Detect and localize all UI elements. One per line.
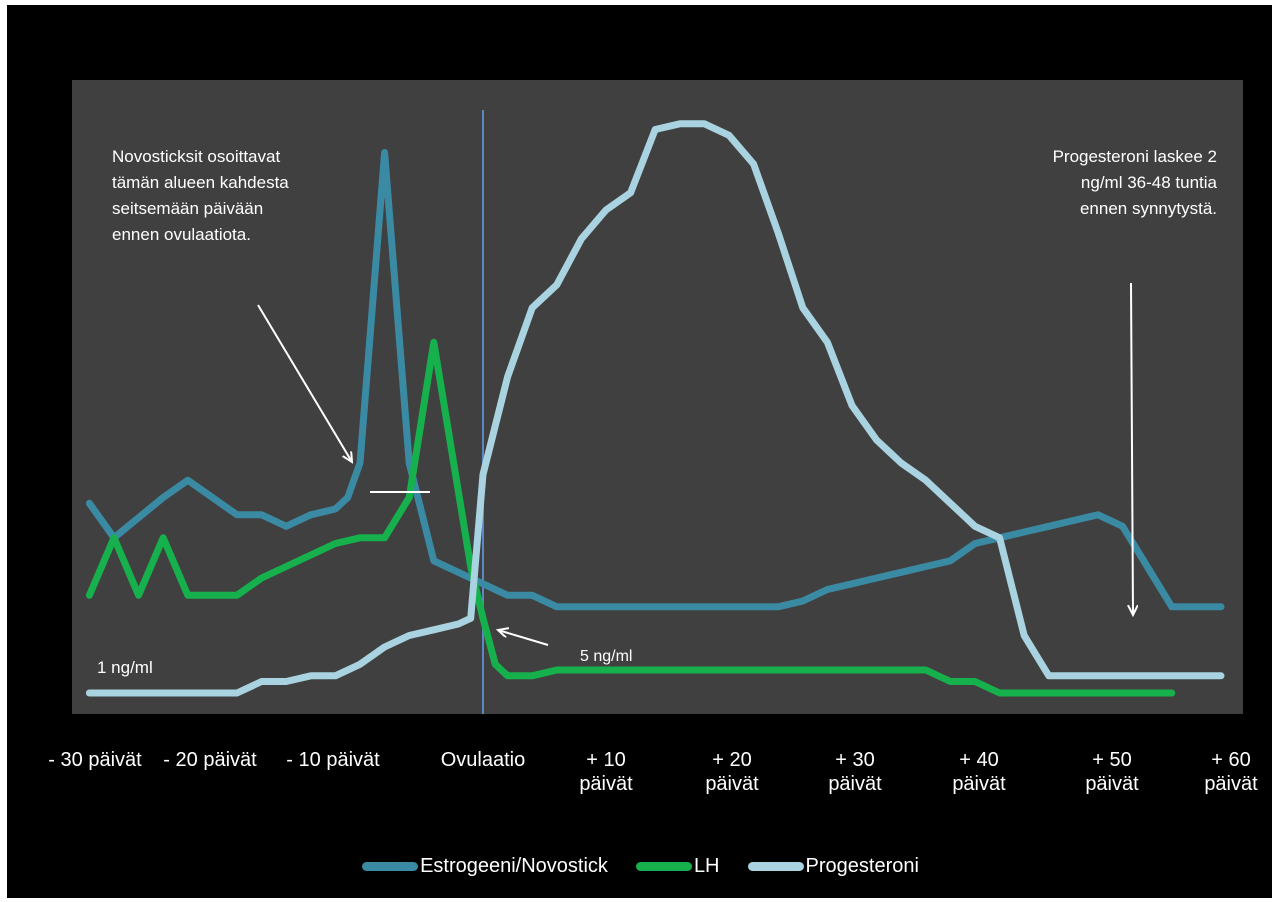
x-tick-line1: + 20 [712,749,752,771]
legend-item-lh: LH [635,855,720,878]
x-tick-label: + 10 päivät [526,748,686,796]
legend-item-estrogen: Estrogeeni/Novostick [362,855,608,878]
five-ng-arrow [498,630,549,646]
x-tick-line1: - 10 päivät [286,749,380,771]
x-tick-line2: päivät [828,773,882,795]
right-annotation-line: ng/ml 36-48 tuntia [1080,173,1217,192]
left-annotation-line: tämän alueen kahdesta [112,173,289,192]
legend-swatch-lh [635,862,692,871]
legend: Estrogeeni/Novostick LH Progesteroni [0,855,1281,878]
left-annotation-line: ennen ovulaatiota. [112,225,251,244]
x-tick-label: - 10 päivät [253,748,413,772]
x-tick-line1: + 60 [1211,749,1251,771]
left-annotation-line: seitsemään päivään [112,199,264,218]
progesterone-line [85,120,1225,697]
right-annotation-line: ennen synnytystä. [1079,199,1217,218]
left-annotation: Novosticksit osoittavat tämän alueen kah… [112,144,392,248]
one-ng-label: 1 ng/ml [97,658,153,677]
right-arrow [1131,282,1133,615]
left-arrow [257,304,352,462]
x-tick-line1: + 40 [959,749,999,771]
right-annotation-line: Progesteroni laskee 2 [1052,147,1217,166]
legend-label-lh: LH [693,855,720,877]
x-tick-line1: Ovulaatio [440,749,526,771]
x-tick-line1: - 20 päivät [163,749,257,771]
x-tick-label: - 20 päivät [130,748,290,772]
x-tick-line2: päivät [705,773,759,795]
x-tick-line2: päivät [1204,773,1258,795]
x-tick-label: - 30 päivät [15,748,175,772]
legend-label-estrogen: Estrogeeni/Novostick [420,855,608,877]
left-annotation-line: Novosticksit osoittavat [112,147,281,166]
x-tick-line2: päivät [1085,773,1139,795]
legend-item-progesterone: Progesteroni [747,855,919,878]
x-tick-label: + 20 päivät [652,748,812,796]
right-annotation: Progesteroni laskee 2 ng/ml 36-48 tuntia… [957,144,1217,222]
x-tick-line2: päivät [952,773,1006,795]
x-tick-label: Ovulaatio [403,748,563,772]
legend-swatch-progesterone [747,862,804,871]
estrogen-line [85,149,1225,611]
x-tick-line2: päivät [579,773,633,795]
x-tick-line1: + 10 [586,749,626,771]
series-layer [85,120,1225,697]
legend-label-progesterone: Progesteroni [805,855,919,877]
x-tick-label: + 40 päivät [899,748,1059,796]
x-tick-line1: + 30 [835,749,875,771]
legend-swatch-estrogen [362,862,419,871]
x-tick-line1: - 30 päivät [48,749,142,771]
lh-line [85,338,1176,697]
x-tick-label: + 30 päivät [775,748,935,796]
x-tick-label: + 60 päivät [1151,748,1281,796]
x-tick-line1: + 50 [1092,749,1132,771]
five-ng-label: 5 ng/ml [580,648,633,665]
x-tick-label: + 50 päivät [1032,748,1192,796]
